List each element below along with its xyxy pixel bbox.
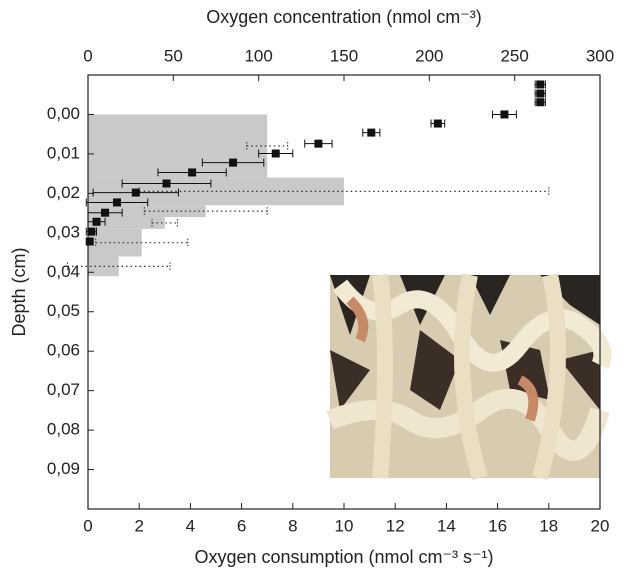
- x-tick-label: 4: [186, 516, 195, 535]
- x-tick-label: 10: [335, 516, 354, 535]
- concentration-point: [92, 217, 101, 226]
- y-tick-label: 0,07: [47, 380, 80, 399]
- y-tick-label: 0,03: [47, 222, 80, 241]
- concentration-point: [367, 128, 376, 137]
- x2-tick-label: 200: [415, 46, 443, 65]
- consumption-bar: [88, 114, 268, 178]
- concentration-point: [536, 80, 545, 89]
- concentration-point: [271, 149, 280, 158]
- concentration-point: [87, 227, 96, 236]
- y-axis-label: Depth (cm): [9, 247, 29, 336]
- concentration-point: [113, 198, 122, 207]
- concentration-point: [188, 168, 197, 177]
- y-tick-label: 0,04: [47, 262, 80, 281]
- x-tick-label: 0: [83, 516, 92, 535]
- x2-tick-label: 300: [586, 46, 614, 65]
- concentration-point: [85, 237, 94, 246]
- concentration-point: [162, 179, 171, 188]
- x-tick-label: 12: [386, 516, 405, 535]
- y-tick-label: 0,05: [47, 301, 80, 320]
- x-axis-label: Oxygen consumption (nmol cm⁻³ s⁻¹): [194, 547, 493, 567]
- consumption-bar: [88, 256, 119, 277]
- x-tick-label: 2: [134, 516, 143, 535]
- concentration-point: [314, 139, 323, 148]
- x2-axis-label: Oxygen concentration (nmol cm⁻³): [206, 7, 482, 27]
- consumption-bar: [88, 217, 165, 229]
- x2-tick-label: 250: [500, 46, 528, 65]
- x-tick-label: 18: [539, 516, 558, 535]
- concentration-point: [500, 110, 509, 119]
- x2-tick-label: 0: [83, 46, 92, 65]
- y-tick-label: 0,01: [47, 143, 80, 162]
- y-tick-label: 0,06: [47, 341, 80, 360]
- x2-tick-label: 50: [164, 46, 183, 65]
- x-tick-label: 16: [488, 516, 507, 535]
- y-tick-label: 0,09: [47, 459, 80, 478]
- x2-tick-label: 100: [244, 46, 272, 65]
- photo-inset: [326, 273, 612, 481]
- x-tick-label: 8: [288, 516, 297, 535]
- x2-tick-label: 150: [330, 46, 358, 65]
- concentration-point: [229, 158, 238, 167]
- y-tick-label: 0,00: [47, 104, 80, 123]
- concentration-point: [536, 98, 545, 107]
- concentration-point: [131, 188, 140, 197]
- x-tick-label: 6: [237, 516, 246, 535]
- y-tick-label: 0,08: [47, 420, 80, 439]
- x-tick-label: 14: [437, 516, 456, 535]
- y-tick-label: 0,02: [47, 183, 80, 202]
- concentration-point: [536, 89, 545, 98]
- x-tick-label: 20: [591, 516, 610, 535]
- concentration-point: [101, 208, 110, 217]
- concentration-point: [433, 119, 442, 128]
- consumption-bar: [88, 205, 206, 218]
